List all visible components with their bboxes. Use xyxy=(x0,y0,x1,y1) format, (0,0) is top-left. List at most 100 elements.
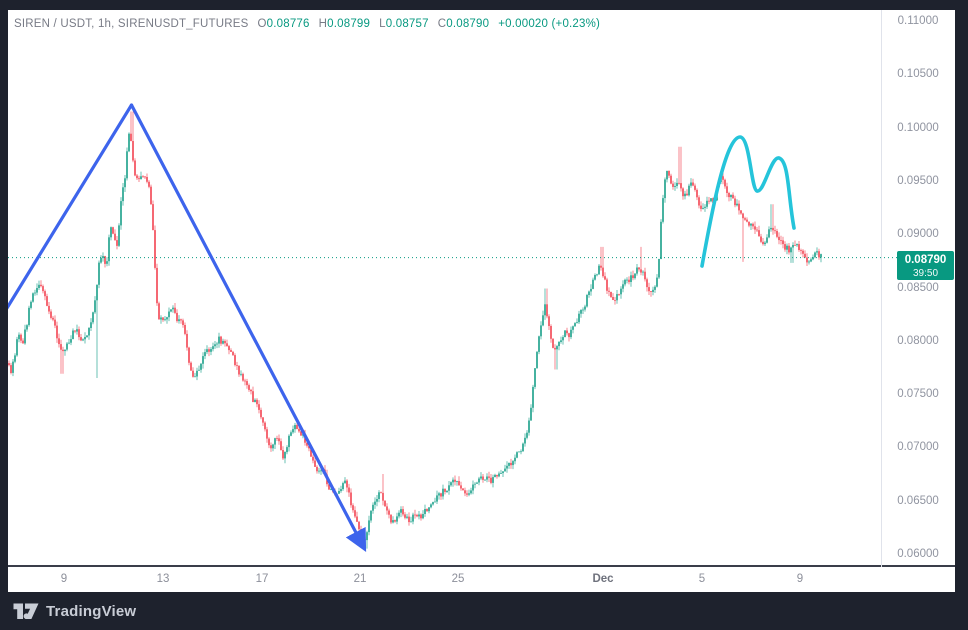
candle-body xyxy=(108,237,110,262)
candle-body xyxy=(106,261,108,264)
candle-body xyxy=(412,514,414,522)
candle-body xyxy=(654,286,656,290)
candle-body xyxy=(446,490,448,492)
price-axis-label: 0.08500 xyxy=(897,281,939,294)
candle-body xyxy=(344,480,346,484)
candle-body xyxy=(470,490,472,494)
candle-body xyxy=(422,514,424,519)
candle-body xyxy=(780,240,782,241)
candle-body xyxy=(264,422,266,430)
candle-body xyxy=(536,351,538,369)
candle-body xyxy=(784,244,786,250)
candle-body xyxy=(688,185,690,196)
candle-body xyxy=(408,516,410,523)
candle-body xyxy=(350,492,352,506)
candle-body xyxy=(282,450,284,459)
candle-body xyxy=(124,178,126,188)
candle-body xyxy=(62,349,64,352)
candle-body xyxy=(354,510,356,517)
symbol-title[interactable]: SIREN / USDT, 1h, SIRENUSDT_FUTURES xyxy=(14,18,249,30)
candle-body xyxy=(348,487,350,493)
double-top-m-curve[interactable] xyxy=(700,135,796,268)
candle-body xyxy=(676,182,678,186)
candle-body xyxy=(684,193,686,197)
downtrend-arrow[interactable] xyxy=(129,103,367,552)
time-axis-label: Dec xyxy=(592,573,614,585)
candle-body xyxy=(708,200,710,202)
candle-body xyxy=(546,304,548,317)
candle-body xyxy=(152,204,154,231)
last-price-value: 0.08790 xyxy=(904,254,947,266)
candle-body xyxy=(284,452,286,459)
candle-body xyxy=(158,303,160,320)
candle-body xyxy=(8,363,10,366)
candle-body xyxy=(200,363,202,370)
candle-body xyxy=(786,245,788,250)
tradingview-logo[interactable]: TradingView xyxy=(13,600,136,622)
candle-body xyxy=(420,514,422,519)
candle-body xyxy=(392,520,394,523)
price-axis-label: 0.08000 xyxy=(897,334,939,347)
candle-body xyxy=(50,311,52,318)
candle-body xyxy=(222,340,224,344)
candle-body xyxy=(678,182,680,184)
candle-body xyxy=(258,404,260,410)
candle-body xyxy=(288,435,290,448)
candle-body xyxy=(42,286,44,292)
candle-body xyxy=(646,279,648,288)
candle-body xyxy=(638,267,640,270)
candle-body xyxy=(736,203,738,206)
candle-body xyxy=(484,479,486,481)
uptrend-line[interactable] xyxy=(0,103,134,326)
change-value: +0.00020 (+0.23%) xyxy=(498,18,601,30)
candle-body xyxy=(680,183,682,189)
candle-body xyxy=(582,309,584,311)
candle-body xyxy=(800,250,802,251)
candle-body xyxy=(570,329,572,338)
candle-body xyxy=(82,339,84,341)
candle-body xyxy=(630,275,632,282)
candle-body xyxy=(28,307,30,326)
candle-body xyxy=(262,417,264,423)
candle-body xyxy=(572,326,574,330)
candle-body xyxy=(722,176,724,180)
candle-body xyxy=(594,275,596,280)
candle-body xyxy=(428,507,430,512)
candle-body xyxy=(290,432,292,436)
candle-body xyxy=(504,468,506,472)
time-axis-label: 17 xyxy=(255,573,269,585)
close-value: 0.08790 xyxy=(446,18,490,30)
candle-body xyxy=(528,420,530,433)
candle-body xyxy=(450,482,452,486)
candle-body xyxy=(388,510,390,515)
candle-body xyxy=(692,182,694,186)
candle-body xyxy=(762,241,764,245)
candle-body xyxy=(772,227,774,231)
candle-body xyxy=(206,349,208,353)
candle-body xyxy=(462,488,464,491)
time-scale[interactable]: 9 13 17 21 25 Dec 5 9 xyxy=(8,567,955,592)
candle-body xyxy=(248,385,250,390)
candle-body xyxy=(742,213,744,219)
candle-body xyxy=(144,176,146,178)
candle-body xyxy=(218,336,220,344)
price-axis-label: 0.10000 xyxy=(897,121,939,134)
candle-body xyxy=(440,493,442,497)
candle-body xyxy=(216,343,218,345)
candle-body xyxy=(274,438,276,445)
candle-body xyxy=(568,333,570,338)
candle-body xyxy=(138,178,140,180)
candle-body xyxy=(292,429,294,433)
candle-body xyxy=(518,451,520,453)
last-price-badge: 0.08790 39:50 xyxy=(897,251,954,280)
candle-body xyxy=(330,489,332,490)
candle-body xyxy=(410,521,412,523)
candle-body xyxy=(434,501,436,503)
candle-body xyxy=(104,256,106,264)
price-axis-separator xyxy=(881,10,882,592)
symbol-legend[interactable]: SIREN / USDT, 1h, SIRENUSDT_FUTURES O0.08… xyxy=(14,18,600,30)
candle-body xyxy=(686,193,688,196)
candle-body xyxy=(728,193,730,198)
candle-body xyxy=(636,267,638,274)
